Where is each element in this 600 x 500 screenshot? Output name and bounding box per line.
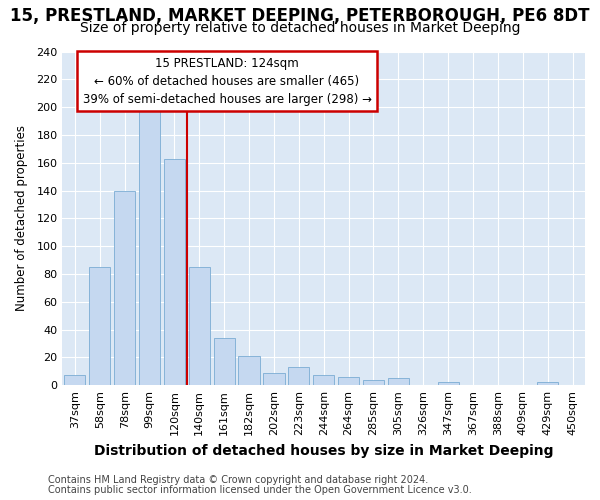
X-axis label: Distribution of detached houses by size in Market Deeping: Distribution of detached houses by size … xyxy=(94,444,553,458)
Bar xyxy=(189,267,210,385)
Bar xyxy=(537,382,558,385)
Text: Contains public sector information licensed under the Open Government Licence v3: Contains public sector information licen… xyxy=(48,485,472,495)
Text: 15, PRESTLAND, MARKET DEEPING, PETERBOROUGH, PE6 8DT: 15, PRESTLAND, MARKET DEEPING, PETERBORO… xyxy=(10,8,590,26)
Bar xyxy=(338,377,359,385)
Bar xyxy=(89,267,110,385)
Bar xyxy=(64,376,85,385)
Bar xyxy=(214,338,235,385)
Bar xyxy=(263,372,284,385)
Bar xyxy=(288,367,310,385)
Bar xyxy=(164,158,185,385)
Bar xyxy=(313,376,334,385)
Bar xyxy=(363,380,384,385)
Bar xyxy=(437,382,459,385)
Bar xyxy=(139,110,160,385)
Text: Contains HM Land Registry data © Crown copyright and database right 2024.: Contains HM Land Registry data © Crown c… xyxy=(48,475,428,485)
Text: Size of property relative to detached houses in Market Deeping: Size of property relative to detached ho… xyxy=(80,21,520,35)
Bar xyxy=(114,190,135,385)
Y-axis label: Number of detached properties: Number of detached properties xyxy=(15,126,28,312)
Bar xyxy=(238,356,260,385)
Bar xyxy=(388,378,409,385)
Text: 15 PRESTLAND: 124sqm
← 60% of detached houses are smaller (465)
39% of semi-deta: 15 PRESTLAND: 124sqm ← 60% of detached h… xyxy=(83,56,371,106)
